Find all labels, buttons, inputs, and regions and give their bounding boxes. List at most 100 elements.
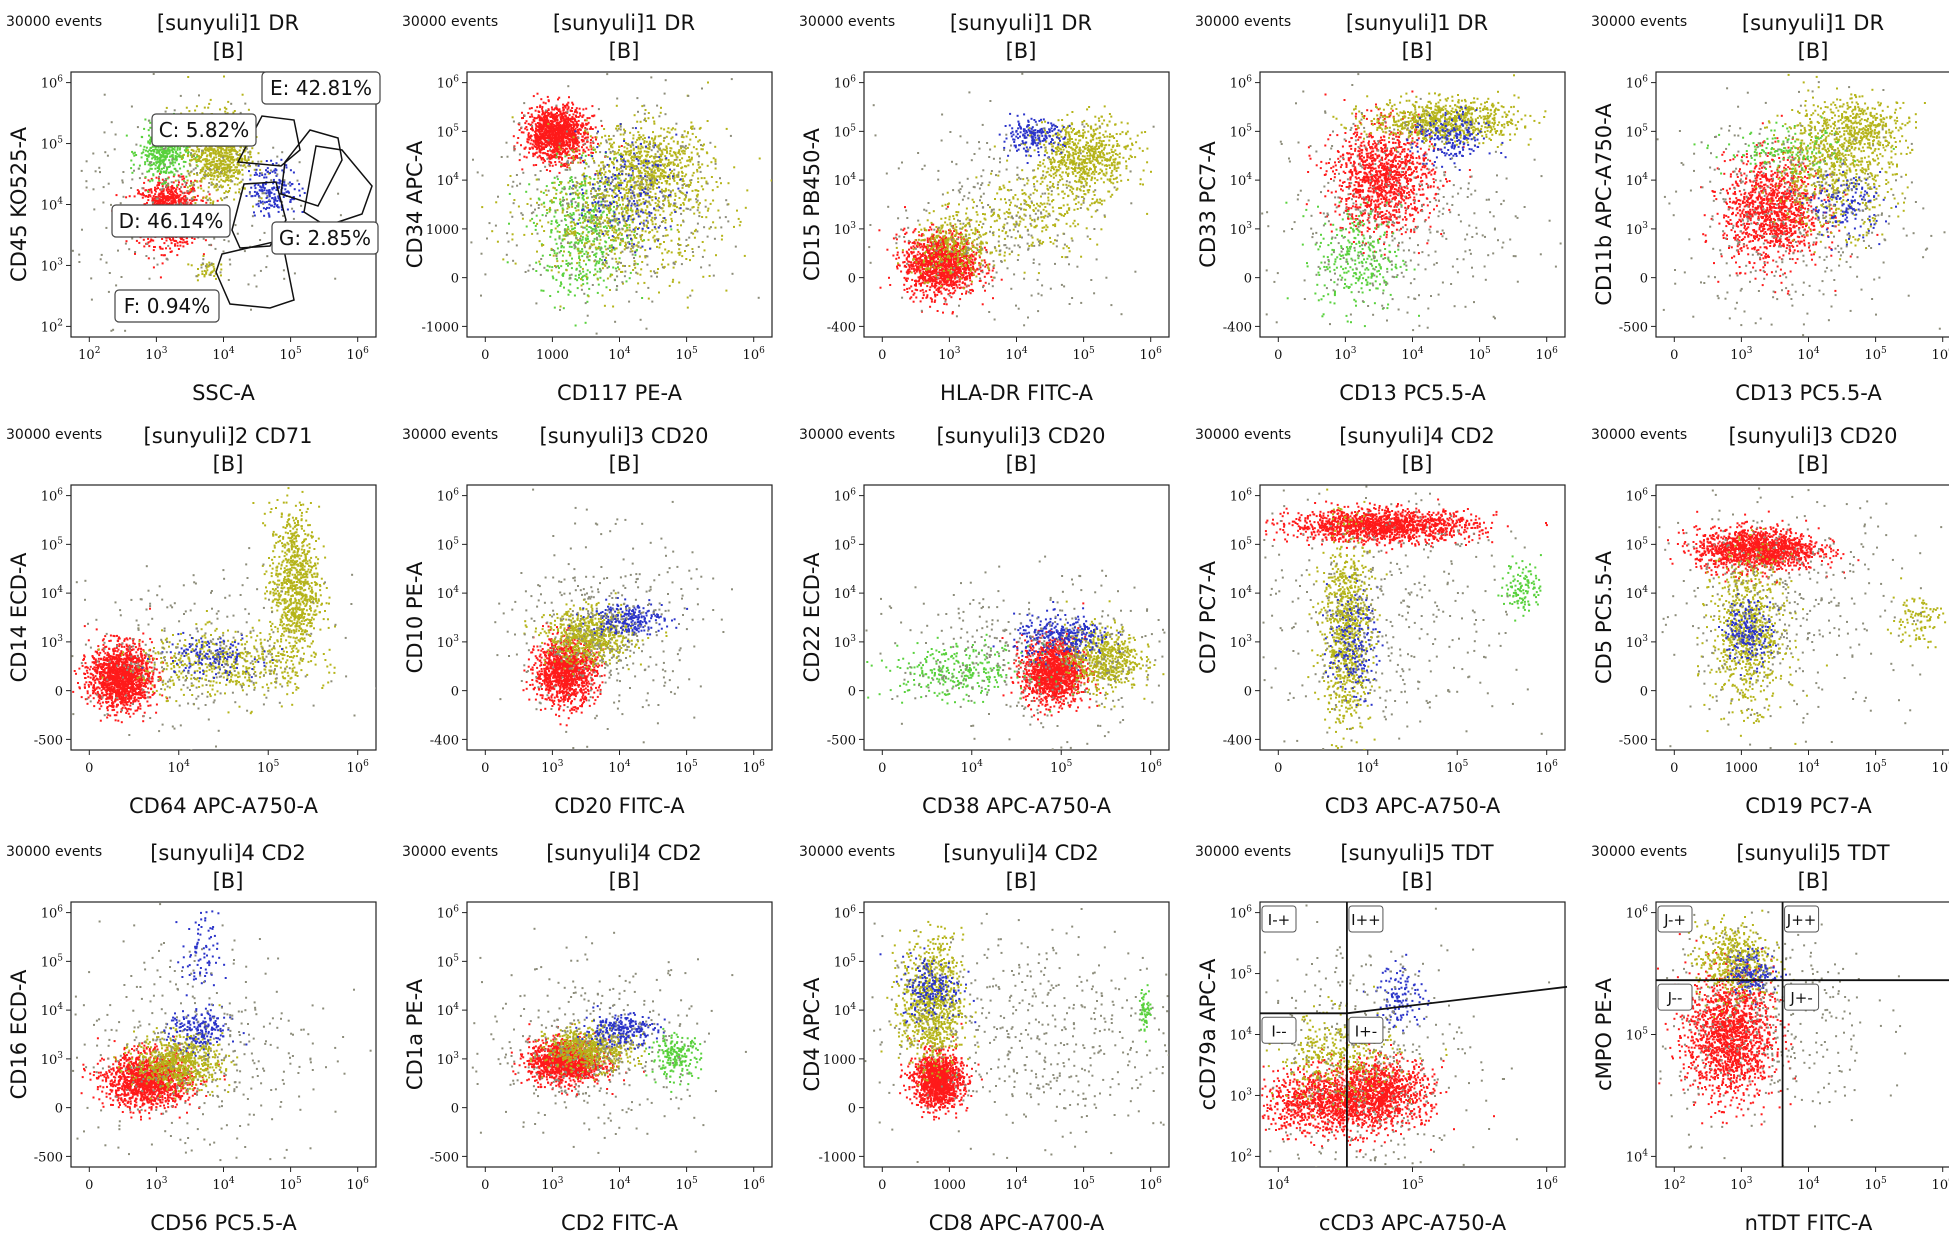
event-dot [162,162,165,165]
event-dot [221,172,223,175]
event-dot [547,127,550,130]
event-dot [671,170,674,173]
event-dot [215,171,218,174]
event-dot [245,195,248,197]
event-dot [659,178,662,181]
event-dot [682,149,685,152]
event-dot [207,264,210,267]
event-dot [631,173,634,176]
event-dot [618,196,620,199]
event-dot [543,143,546,146]
event-dot [218,168,221,171]
event-dot [173,174,176,177]
event-dot [179,175,182,178]
event-dot [676,182,679,184]
event-dot [561,116,564,119]
event-dot [232,111,235,114]
event-dot [528,107,531,110]
event-dot [182,245,185,248]
event-dot [690,151,693,154]
event-dot [653,120,656,123]
event-dot [206,269,209,272]
event-dot [257,200,260,202]
event-dot [669,150,672,152]
event-dot [573,156,576,159]
event-dot [667,196,670,199]
event-dot [154,196,157,198]
event-dot [270,159,273,162]
event-dot [639,163,642,166]
event-dot [147,155,150,158]
event-dot [645,120,647,123]
event-dot [569,132,571,135]
event-dot [171,149,173,152]
event-dot [632,165,635,168]
event-dot [628,150,631,153]
event-dot [640,171,643,174]
event-dot [677,164,680,167]
event-dot [141,196,144,199]
event-dot [214,152,216,155]
event-dot [222,156,224,159]
event-dot [545,146,548,148]
event-dot [187,263,190,266]
event-dot [556,119,559,122]
event-dot [584,182,587,185]
event-dot [536,141,539,144]
event-dot [550,154,553,157]
event-dot [622,133,625,136]
event-dot [584,119,587,122]
event-dot [532,119,535,121]
event-dot [641,138,644,141]
event-dot [146,160,149,163]
event-dot [595,136,598,139]
event-dot [647,183,650,186]
event-dot [596,172,599,175]
event-dot [205,146,208,149]
event-dot [186,149,189,152]
event-dot [608,165,610,168]
event-dot [204,239,207,242]
event-dot [611,143,614,146]
event-dot [551,151,554,154]
event-dot [662,174,665,177]
event-dot [147,237,150,240]
event-dot [653,161,656,164]
event-dot [225,171,228,174]
event-dot [689,160,692,163]
event-dot [334,277,337,280]
event-dot [182,165,185,168]
event-dot [259,269,262,272]
event-dot [668,131,671,134]
event-dot [166,196,169,199]
event-dot [171,171,174,174]
event-dot [185,149,188,152]
event-dot [172,175,175,178]
event-dot [147,150,149,153]
event-dot [196,146,199,148]
event-dot [202,258,205,261]
event-dot [150,150,153,153]
event-dot [253,211,255,214]
event-dot [291,207,294,210]
event-dot [548,112,551,115]
event-dot [655,160,658,163]
event-dot [576,142,579,145]
event-dot [194,167,197,170]
event-dot [637,150,640,153]
event-dot [147,194,150,197]
event-dot [567,127,570,129]
event-dot [632,134,635,137]
event-dot [691,127,693,130]
event-dot [630,163,633,166]
event-dot [254,183,257,186]
event-dot [589,221,592,224]
event-dot [167,191,169,194]
event-dot [602,210,605,213]
event-dot [573,110,576,113]
event-dot [657,181,660,184]
event-dot [655,166,658,169]
event-dot [563,121,566,124]
event-dot [624,142,627,144]
event-dot [617,174,620,177]
